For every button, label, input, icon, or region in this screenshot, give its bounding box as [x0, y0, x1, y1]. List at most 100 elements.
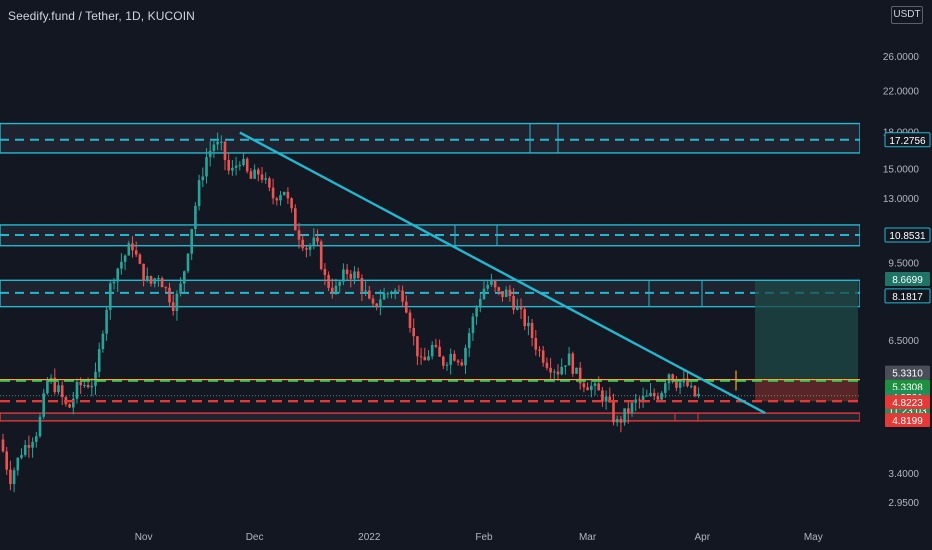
candle-body: [264, 178, 267, 180]
candle-body: [405, 301, 408, 313]
candle-body: [482, 288, 486, 299]
candle-body: [386, 293, 390, 295]
price-axis-label: 2.9500: [888, 498, 919, 509]
time-axis: Nov Dec 2022 Feb Mar Apr May: [135, 532, 823, 543]
candle-body: [523, 309, 526, 327]
candle-body: [120, 261, 123, 269]
candle-body: [253, 169, 256, 179]
candle-body: [294, 208, 297, 231]
candle-body: [20, 455, 23, 458]
candle-body: [94, 371, 97, 386]
candle-body: [242, 158, 245, 165]
candle-body: [604, 396, 608, 402]
candle-body: [427, 356, 430, 361]
candle-body: [541, 350, 545, 363]
candle-body: [194, 206, 197, 230]
candle-body: [475, 307, 478, 317]
candle-body: [412, 327, 415, 337]
candle-body: [619, 419, 623, 423]
candle-body: [549, 367, 552, 373]
price-tag-bg: [885, 272, 930, 287]
candle-body: [308, 245, 312, 250]
time-axis-label: May: [804, 532, 823, 543]
candle-body: [664, 383, 667, 393]
candle-body: [186, 253, 190, 272]
candle-body: [634, 399, 637, 403]
candle-body: [630, 402, 634, 414]
candle-body: [453, 353, 456, 361]
candle-body: [545, 362, 549, 368]
candle-body: [449, 353, 452, 365]
candle-body: [516, 306, 519, 310]
candle-body: [575, 367, 578, 374]
candle-body: [220, 141, 223, 143]
candle-body: [171, 302, 175, 311]
candle-body: [419, 356, 423, 358]
candle-body: [16, 457, 20, 471]
candle-body: [1, 439, 5, 452]
candle-body: [553, 371, 556, 373]
time-axis-label: Feb: [475, 532, 493, 543]
candle-body: [442, 356, 445, 366]
candle-body: [564, 365, 567, 367]
candle-body: [112, 281, 116, 284]
candle-body: [349, 273, 353, 279]
candle-body: [497, 287, 501, 292]
candle-body: [390, 293, 393, 295]
candle-body: [479, 298, 482, 308]
candle-body: [331, 287, 334, 293]
candle-body: [286, 191, 290, 199]
candle-body: [467, 333, 471, 348]
candle-body: [490, 280, 493, 285]
drawings: [0, 131, 860, 415]
candle-body: [60, 385, 64, 398]
candle-body: [75, 381, 79, 399]
price-tag-cyan: 8.1817: [892, 292, 923, 303]
candle-body: [368, 290, 371, 299]
candle-body: [142, 263, 145, 281]
candle-body: [35, 436, 38, 442]
price-axis-label: 9.5000: [888, 258, 919, 269]
candle-body: [649, 392, 652, 396]
candle-body: [501, 291, 504, 297]
candle-body: [508, 289, 512, 296]
candle-body: [327, 274, 330, 288]
candle-body: [23, 445, 27, 456]
candle-body: [601, 390, 604, 402]
trendline: [239, 131, 766, 415]
price-axis-label: 3.4000: [888, 469, 919, 480]
candle-body: [471, 316, 475, 334]
price-tag-bg: [885, 395, 930, 410]
price-axis-label: 6.5000: [888, 336, 919, 347]
candle-body: [175, 293, 179, 311]
candle-body: [682, 378, 686, 383]
candle-body: [393, 290, 397, 294]
candle-body: [109, 283, 112, 310]
candle-body: [116, 268, 119, 282]
currency-button[interactable]: USDT: [891, 6, 923, 24]
candle-body: [164, 287, 168, 289]
price-tag-cyan: 10.8531: [889, 231, 926, 242]
candle-body: [149, 276, 153, 284]
candle-body: [612, 400, 615, 423]
candle-body: [227, 159, 230, 171]
candle-body: [249, 171, 253, 179]
candle-body: [9, 469, 12, 485]
candle-body: [223, 141, 227, 160]
price-tag-red: 4.8223: [892, 398, 923, 409]
candle-body: [504, 289, 508, 297]
candle-body: [375, 303, 378, 307]
candle-body: [456, 360, 460, 363]
candle-body: [578, 367, 582, 384]
candle-body: [157, 278, 160, 280]
price-tag-gray: 5.3310: [892, 369, 923, 380]
candle-body: [57, 385, 60, 393]
candle-body: [160, 278, 164, 288]
candle-body: [590, 385, 593, 391]
candle-body: [560, 366, 563, 375]
candle-body: [260, 174, 264, 180]
candle-body: [686, 378, 689, 387]
time-axis-label: Apr: [695, 532, 711, 543]
candle-body: [615, 419, 619, 423]
